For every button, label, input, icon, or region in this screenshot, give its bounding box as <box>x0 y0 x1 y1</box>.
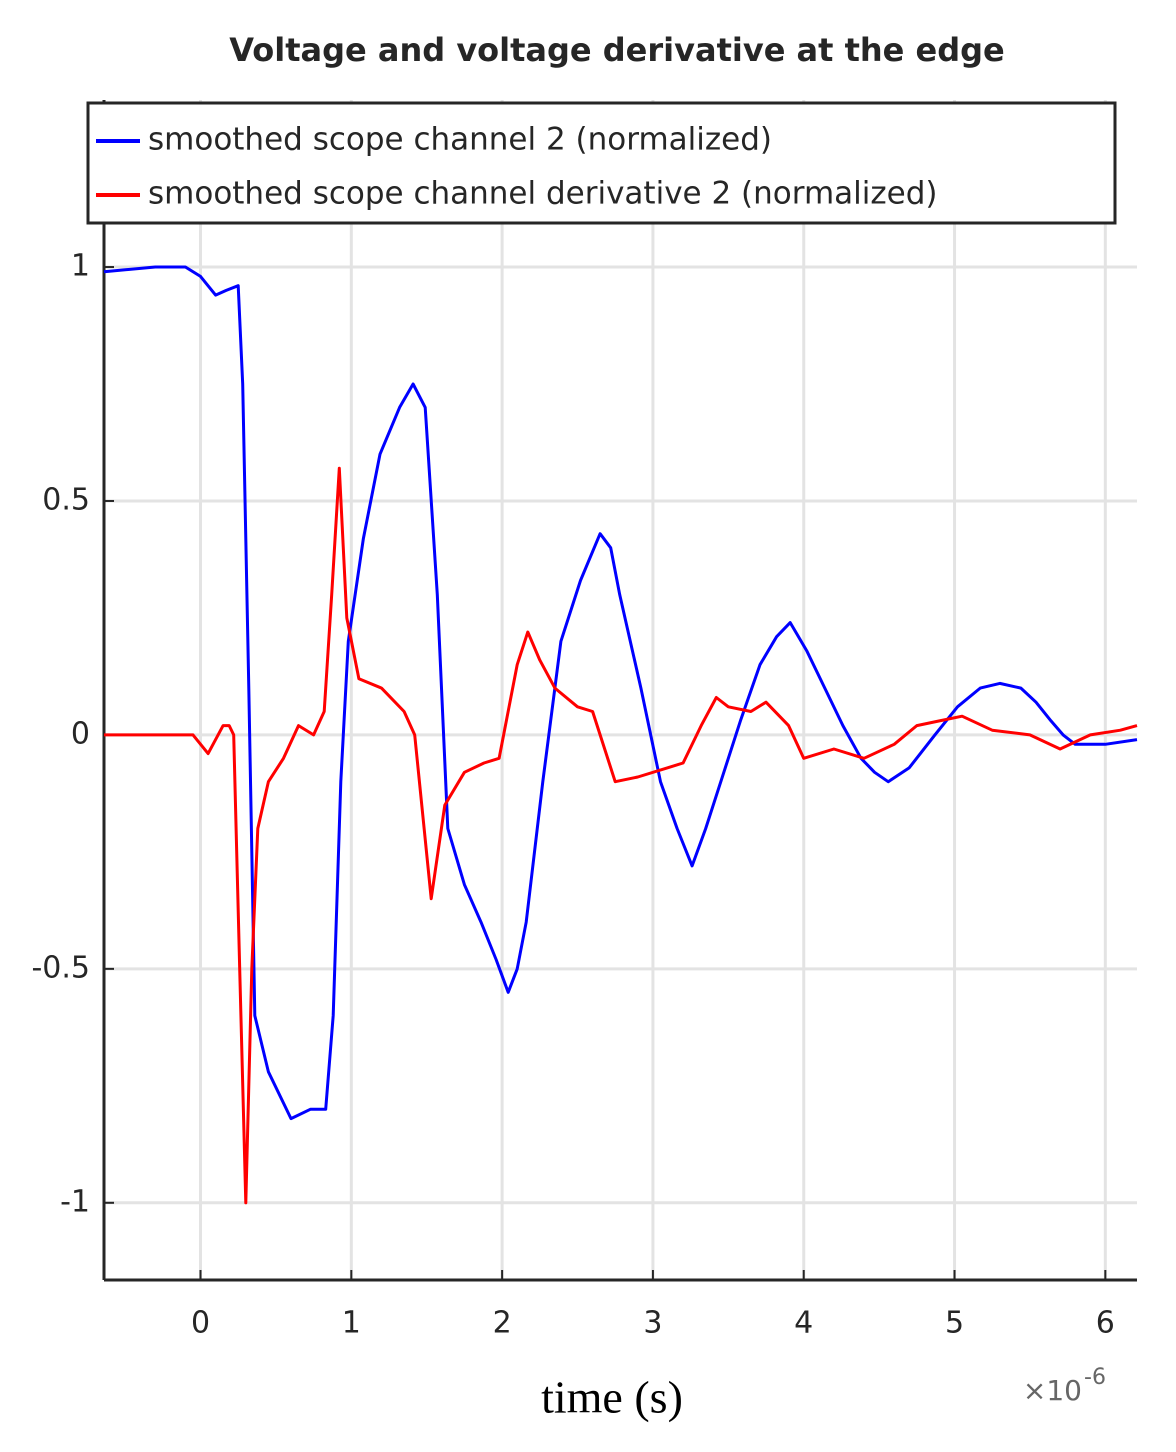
y-tick-label: -1 <box>60 1184 90 1219</box>
y-tick-label: 0 <box>71 716 90 751</box>
legend-label: smoothed scope channel 2 (normalized) <box>148 122 772 158</box>
x-tick-label: 3 <box>643 1306 662 1341</box>
data-line <box>103 265 1138 1121</box>
x-exponent: -6 <box>1084 1365 1106 1390</box>
legend-box <box>86 101 1117 225</box>
x-tick-label: 6 <box>1096 1306 1115 1341</box>
x-tick-label: 4 <box>794 1306 813 1341</box>
x-multiplier: ×10 <box>1023 1374 1082 1407</box>
y-tick-label: -0.5 <box>31 950 90 985</box>
x-tick-label: 5 <box>945 1306 964 1341</box>
y-tick-label: 0.5 <box>42 482 90 517</box>
y-tick-label: 1 <box>71 249 90 284</box>
x-tick-label: 0 <box>191 1306 210 1341</box>
x-axis-label: time (s) <box>541 1372 683 1423</box>
chart-title: Voltage and voltage derivative at the ed… <box>229 31 1004 69</box>
x-tick-label: 1 <box>342 1306 361 1341</box>
x-tick-label: 2 <box>493 1306 512 1341</box>
legend-label: smoothed scope channel derivative 2 (nor… <box>148 176 938 212</box>
data-line <box>104 466 1138 1205</box>
